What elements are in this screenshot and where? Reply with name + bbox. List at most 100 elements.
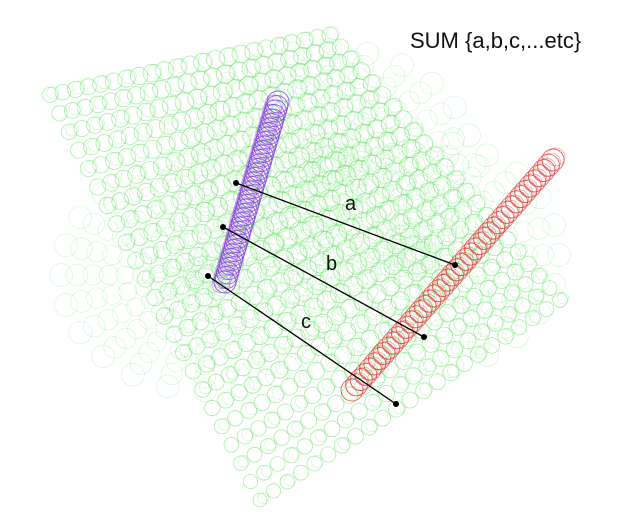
lattice-circle (337, 299, 358, 320)
lattice-circle (115, 201, 137, 223)
lattice-circle (483, 307, 505, 329)
lattice-circle (344, 65, 359, 80)
lattice-circle (162, 173, 182, 193)
lattice-circle (157, 156, 173, 172)
lattice-circle (211, 177, 233, 199)
lattice-circle (278, 132, 300, 154)
lattice-circle (440, 274, 458, 291)
lattice-circle (95, 134, 114, 152)
lattice-circle (174, 92, 195, 112)
lattice-circle (281, 114, 303, 135)
lattice-circle (247, 262, 268, 283)
lattice-circle (389, 196, 408, 215)
lattice-circle (155, 286, 172, 303)
lattice-circle (396, 238, 411, 253)
lattice-circle (488, 283, 509, 304)
lattice-circle (159, 115, 179, 135)
lattice-circle (46, 86, 60, 100)
lattice-circle (345, 190, 363, 207)
lattice-circle (200, 85, 220, 106)
lattice-circle (302, 287, 324, 309)
lattice-circle (220, 300, 238, 317)
lattice-circle (208, 102, 231, 125)
lattice-circle (218, 47, 238, 67)
lattice-circle (253, 302, 274, 322)
lattice-circle (101, 174, 120, 192)
lattice-circle (327, 394, 345, 413)
lattice-circle (286, 243, 308, 265)
lattice-circle (345, 178, 367, 200)
lattice-circle (89, 178, 107, 196)
lattice-circle (299, 139, 315, 155)
lattice-circle (547, 243, 571, 267)
lattice-circle (528, 288, 545, 305)
lattice-circle (295, 181, 319, 206)
segment-b-label: b (326, 253, 337, 275)
lattice-circle (190, 279, 204, 293)
lattice-circle (254, 55, 274, 75)
lattice-circle (175, 252, 195, 272)
lattice-circle (195, 341, 215, 362)
lattice-circle (440, 132, 464, 156)
lattice-circle (293, 369, 312, 388)
lattice-circle (288, 265, 305, 283)
lattice-circle (307, 289, 329, 311)
lattice-circle (184, 108, 205, 128)
lattice-circle (380, 114, 400, 134)
lattice-circle (328, 329, 344, 345)
lattice-circle (527, 270, 550, 293)
lattice-circle (49, 263, 73, 287)
lattice-circle (318, 189, 341, 212)
lattice-circle (403, 116, 424, 137)
lattice-circle (166, 95, 183, 112)
lattice-circle (84, 159, 98, 174)
segment-b-start-dot (220, 224, 226, 230)
lattice-circle (448, 227, 465, 244)
lattice-circle (527, 217, 550, 240)
lattice-circle (352, 54, 375, 78)
lattice-circle (286, 114, 303, 131)
lattice-circle (182, 268, 196, 282)
lattice-circle (199, 380, 213, 394)
lattice-circle (172, 58, 188, 74)
lattice-circle (416, 259, 430, 273)
lattice-circle (346, 50, 361, 64)
lattice-circle (280, 211, 300, 230)
lattice-circle (167, 258, 182, 274)
lattice-circle (318, 38, 342, 62)
lattice-circle (111, 109, 130, 128)
lattice-circle (272, 52, 287, 68)
lattice-circle (411, 151, 431, 171)
lattice-circle (401, 391, 419, 409)
lattice-circle (111, 192, 129, 210)
lattice-circle (318, 403, 333, 417)
lattice-circle (252, 492, 268, 508)
lattice-circle (400, 259, 414, 273)
lattice-circle (219, 339, 240, 360)
purple-circle-column (211, 90, 290, 294)
lattice-circle (97, 75, 111, 89)
lattice-circle (394, 241, 408, 256)
lattice-circle (269, 69, 285, 85)
lattice-circle (341, 128, 362, 149)
lattice-circle (408, 235, 422, 250)
lattice-circle (295, 62, 311, 78)
lattice-circle (198, 280, 212, 295)
lattice-circle (263, 232, 285, 254)
lattice-circle (87, 137, 102, 152)
lattice-circle (140, 160, 159, 180)
lattice-circle (396, 257, 411, 271)
lattice-circle (376, 167, 393, 184)
segment-a-label: a (345, 193, 357, 215)
lattice-circle (433, 330, 455, 352)
lattice-circle (259, 243, 283, 267)
lattice-circle (291, 243, 309, 261)
lattice-circle (112, 303, 132, 324)
lattice-circle (204, 399, 221, 417)
segment-c: c (205, 273, 399, 407)
lattice-circle (295, 31, 314, 50)
lattice-circle (115, 265, 135, 285)
lattice-circle (279, 474, 295, 490)
lattice-circle (387, 100, 408, 121)
lattice-circle (341, 81, 357, 97)
